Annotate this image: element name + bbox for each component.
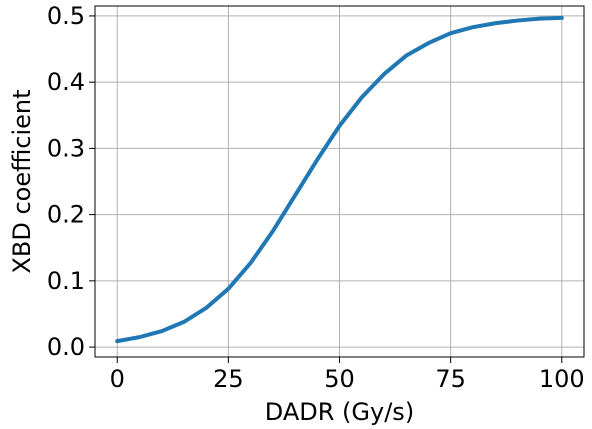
y-tick-label: 0.0 — [47, 333, 85, 361]
y-tick-label: 0.5 — [47, 2, 85, 30]
series-line — [115, 15, 564, 344]
x-tick-label: 25 — [213, 365, 244, 393]
grid-layer — [95, 6, 584, 357]
ticks-layer: 0 25 50 75 100 0.0 0.1 0.2 0.3 0.4 0.5 — [47, 2, 585, 393]
series-layer — [115, 15, 564, 344]
x-axis-label: DADR (Gy/s) — [265, 398, 414, 426]
y-axis-label: XBD coefficient — [8, 89, 36, 273]
y-tick-label: 0.3 — [47, 134, 85, 162]
x-tick-label: 50 — [324, 365, 355, 393]
x-tick-label: 75 — [435, 365, 466, 393]
y-tick-label: 0.2 — [47, 201, 85, 229]
x-tick-label: 0 — [110, 365, 125, 393]
y-tick-label: 0.1 — [47, 267, 85, 295]
y-tick-label: 0.4 — [47, 68, 85, 96]
x-tick-label: 100 — [539, 365, 585, 393]
